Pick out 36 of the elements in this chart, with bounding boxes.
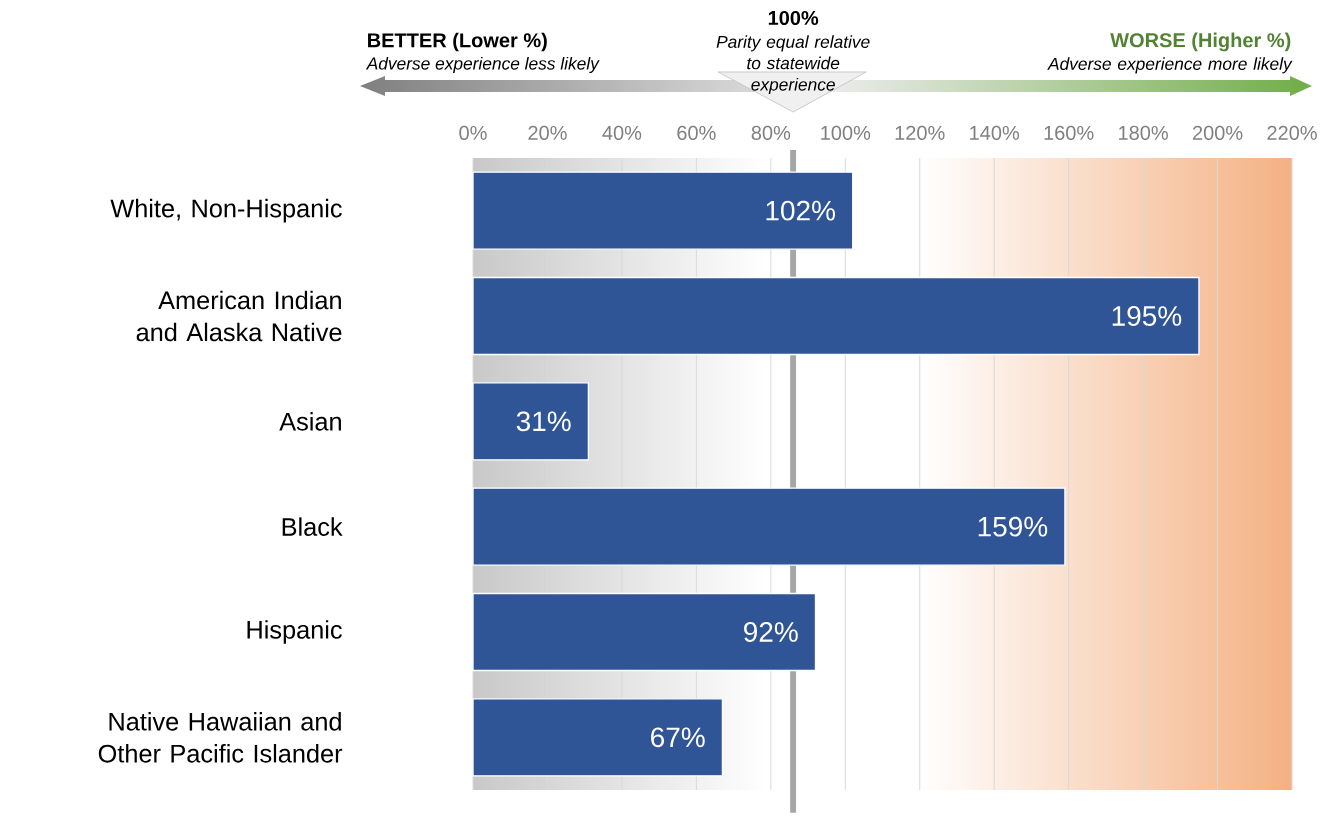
x-tick-label: 140% — [970, 125, 1020, 141]
x-tick-label: 160% — [1044, 125, 1094, 141]
x-tick-label: 220% — [1267, 125, 1317, 141]
bar — [472, 276, 1200, 356]
y-tick-label: Black — [282, 517, 343, 537]
text: Adverse experience less likely — [365, 57, 600, 74]
x-tick-label: 180% — [1119, 125, 1168, 141]
y-tick-label: Hispanic — [247, 620, 342, 644]
x-tick-label: 60% — [677, 125, 716, 141]
bar — [472, 698, 724, 777]
bar — [472, 487, 1066, 566]
text: Parity equal relative to statewide experience — [716, 35, 870, 95]
text: 100% — [768, 11, 819, 26]
x-tick-label: 0% — [459, 125, 487, 141]
y-tick-label: Native Hawaiian and Other Pacific Islander — [98, 712, 343, 763]
data-label: 195% — [1112, 306, 1182, 327]
y-tick-label: Asian — [279, 412, 341, 431]
bar — [472, 592, 817, 672]
x-tick-label: 40% — [602, 125, 642, 141]
text: Adverse experience more likely — [1047, 57, 1293, 74]
x-tick-label: 120% — [895, 125, 945, 141]
bar — [472, 171, 854, 250]
text: WORSE (Higher %) — [1110, 32, 1291, 52]
data-label: 31% — [516, 411, 571, 432]
y-tick-label: White, Non-Hispanic — [110, 199, 342, 223]
data-label: 67% — [651, 727, 705, 748]
data-label: 92% — [744, 622, 798, 643]
x-tick-label: 80% — [751, 125, 791, 141]
bar — [472, 382, 590, 461]
x-tick-label: 100% — [821, 125, 871, 141]
x-tick-label: 20% — [528, 125, 567, 141]
y-tick-label: American Indian and Alaska Native — [136, 290, 342, 342]
text: BETTER (Lower %) — [368, 32, 547, 52]
data-label: 102% — [766, 200, 836, 221]
data-label: 159% — [978, 516, 1048, 537]
x-tick-label: 200% — [1192, 125, 1243, 141]
